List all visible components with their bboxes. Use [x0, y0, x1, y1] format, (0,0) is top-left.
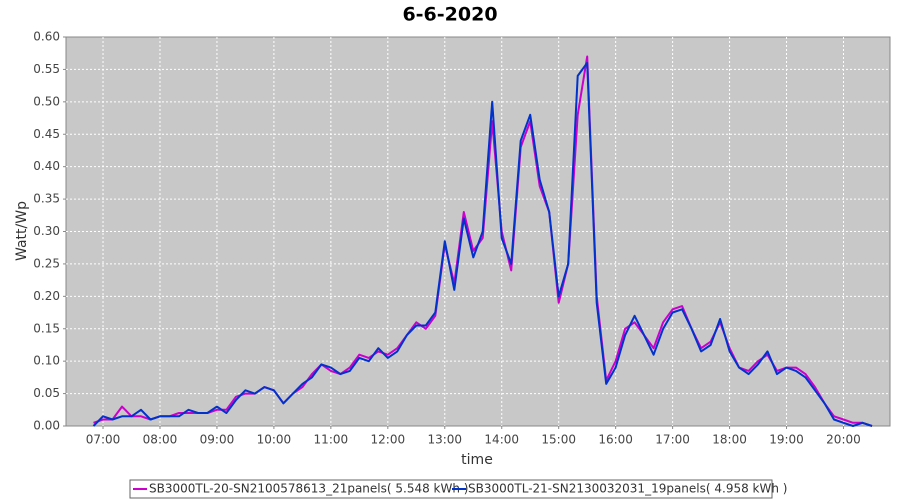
y-tick-label: 0.50 [33, 94, 60, 108]
x-tick-label: 13:00 [427, 433, 462, 447]
y-tick-label: 0.20 [33, 289, 60, 303]
x-tick-label: 11:00 [314, 433, 349, 447]
x-tick-label: 17:00 [655, 433, 690, 447]
x-tick-label: 10:00 [257, 433, 292, 447]
y-axis-label: Watt/Wp [14, 201, 30, 261]
x-tick-label: 08:00 [143, 433, 178, 447]
y-tick-label: 0.00 [33, 419, 60, 433]
x-tick-label: 12:00 [371, 433, 406, 447]
y-tick-label: 0.30 [33, 224, 60, 238]
x-tick-label: 09:00 [200, 433, 235, 447]
y-tick-label: 0.05 [33, 386, 60, 400]
legend [129, 479, 773, 499]
legend-label: SB3000TL-21-SN2130032031_19panels( 4.958… [468, 482, 787, 496]
x-tick-label: 16:00 [598, 433, 633, 447]
x-tick-label: 19:00 [769, 433, 804, 447]
x-tick-label: 07:00 [86, 433, 121, 447]
x-tick-label: 18:00 [712, 433, 747, 447]
y-tick-label: 0.55 [33, 62, 60, 76]
y-tick-label: 0.35 [33, 192, 60, 206]
x-tick-label: 20:00 [826, 433, 861, 447]
y-tick-label: 0.40 [33, 159, 60, 173]
x-tick-label: 14:00 [484, 433, 519, 447]
y-tick-label: 0.60 [33, 30, 60, 44]
chart-title: 6-6-2020 [402, 4, 497, 26]
y-tick-label: 0.10 [33, 354, 60, 368]
series-line [92, 61, 873, 427]
y-tick-label: 0.25 [33, 256, 60, 270]
y-tick-label: 0.15 [33, 321, 60, 335]
legend-label: SB3000TL-20-SN2100578613_21panels( 5.548… [149, 482, 468, 496]
x-tick-label: 15:00 [541, 433, 576, 447]
x-axis-label: time [461, 452, 493, 468]
y-tick-label: 0.45 [33, 127, 60, 141]
